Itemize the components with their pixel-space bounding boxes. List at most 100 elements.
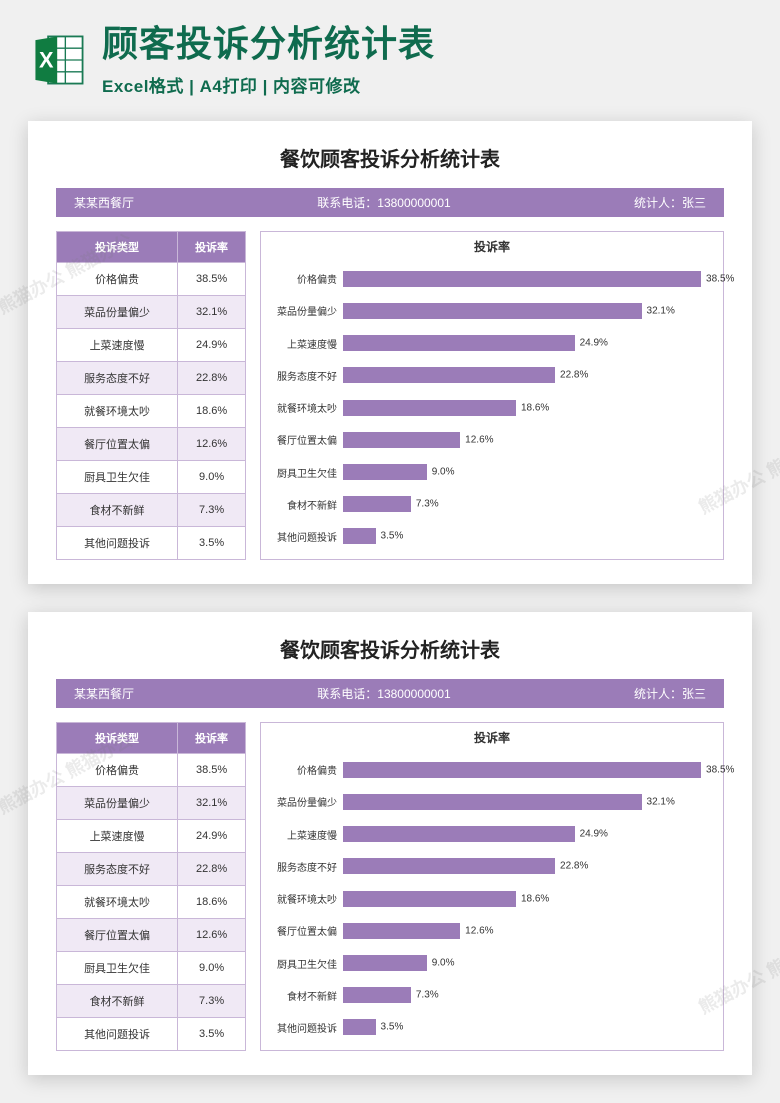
bar-row: 服务态度不好22.8% <box>269 359 715 391</box>
preview-page: 餐饮顾客投诉分析统计表 某某西餐厅 联系电话：13800000001 统计人：张… <box>28 121 752 584</box>
bar-category: 其他问题投诉 <box>269 529 343 544</box>
bar-row: 厨具卫生欠佳 9.0% <box>269 947 715 979</box>
template-main-title: 顾客投诉分析统计表 <box>102 24 750 64</box>
bar-category: 就餐环境太吵 <box>269 891 343 906</box>
table-row: 食材不新鲜7.3% <box>57 493 246 526</box>
bar-track: 24.9% <box>343 826 715 842</box>
stat-person: 统计人：张三 <box>634 685 706 702</box>
bar-row: 服务态度不好22.8% <box>269 850 715 882</box>
table-row: 厨具卫生欠佳9.0% <box>57 951 246 984</box>
bar-track: 32.1% <box>343 794 715 810</box>
th-rate: 投诉率 <box>178 722 246 753</box>
bar-value: 9.0% <box>432 958 455 969</box>
complaint-table: 投诉类型 投诉率 价格偏贵38.5%菜品份量偏少32.1%上菜速度慢24.9%服… <box>56 722 246 1051</box>
bar-category: 菜品份量偏少 <box>269 303 343 318</box>
bar-fill <box>343 923 460 939</box>
bar-fill <box>343 858 555 874</box>
bar-track: 9.0% <box>343 464 715 480</box>
bar-row: 厨具卫生欠佳9.0% <box>269 456 715 488</box>
cell-type: 餐厅位置太偏 <box>57 918 178 951</box>
bar-category: 餐厅位置太偏 <box>269 923 343 938</box>
phone: 联系电话：13800000001 <box>317 194 450 211</box>
cell-type: 就餐环境太吵 <box>57 885 178 918</box>
bar-fill <box>343 826 575 842</box>
bar-track: 7.3% <box>343 987 715 1003</box>
bar-track: 9.0% <box>343 955 715 971</box>
bar-value: 22.8% <box>560 370 588 381</box>
bar-category: 食材不新鲜 <box>269 988 343 1003</box>
bar-value: 12.6% <box>465 434 493 445</box>
cell-rate: 12.6% <box>178 427 246 460</box>
cell-type: 价格偏贵 <box>57 262 178 295</box>
bar-fill <box>343 271 701 287</box>
table-row: 服务态度不好22.8% <box>57 361 246 394</box>
bar-value: 18.6% <box>521 402 549 413</box>
cell-type: 服务态度不好 <box>57 361 178 394</box>
table-row: 食材不新鲜7.3% <box>57 984 246 1017</box>
chart-title: 投诉率 <box>269 238 715 255</box>
bar-track: 38.5% <box>343 271 715 287</box>
bar-category: 上菜速度慢 <box>269 827 343 842</box>
bar-row: 就餐环境太吵 18.6% <box>269 883 715 915</box>
bar-track: 18.6% <box>343 891 715 907</box>
bar-value: 32.1% <box>647 305 675 316</box>
bar-category: 就餐环境太吵 <box>269 400 343 415</box>
restaurant-name: 某某西餐厅 <box>74 194 134 211</box>
bar-row: 其他问题投诉3.5% <box>269 521 715 553</box>
bar-category: 其他问题投诉 <box>269 1020 343 1035</box>
bar-category: 厨具卫生欠佳 <box>269 465 343 480</box>
cell-type: 其他问题投诉 <box>57 526 178 559</box>
table-row: 价格偏贵38.5% <box>57 262 246 295</box>
bar-category: 价格偏贵 <box>269 271 343 286</box>
bar-category: 食材不新鲜 <box>269 497 343 512</box>
doc-title: 餐饮顾客投诉分析统计表 <box>56 143 724 172</box>
complaint-chart: 投诉率 价格偏贵38.5%菜品份量偏少32.1%上菜速度慢24.9%服务态度不好… <box>260 231 724 560</box>
bar-fill <box>343 1019 376 1035</box>
bar-fill <box>343 955 427 971</box>
cell-rate: 24.9% <box>178 328 246 361</box>
svg-text:X: X <box>39 48 54 73</box>
cell-type: 服务态度不好 <box>57 852 178 885</box>
cell-rate: 9.0% <box>178 951 246 984</box>
cell-rate: 12.6% <box>178 918 246 951</box>
template-header: X 顾客投诉分析统计表 Excel格式 | A4打印 | 内容可修改 <box>0 0 780 107</box>
cell-rate: 38.5% <box>178 753 246 786</box>
bar-fill <box>343 303 642 319</box>
cell-rate: 18.6% <box>178 885 246 918</box>
bar-track: 7.3% <box>343 496 715 512</box>
cell-type: 价格偏贵 <box>57 753 178 786</box>
bar-category: 菜品份量偏少 <box>269 794 343 809</box>
table-row: 菜品份量偏少32.1% <box>57 295 246 328</box>
cell-rate: 32.1% <box>178 786 246 819</box>
table-row: 服务态度不好22.8% <box>57 852 246 885</box>
cell-type: 厨具卫生欠佳 <box>57 460 178 493</box>
page-stack: 餐饮顾客投诉分析统计表 某某西餐厅 联系电话：13800000001 统计人：张… <box>0 107 780 1103</box>
bar-fill <box>343 987 411 1003</box>
cell-type: 厨具卫生欠佳 <box>57 951 178 984</box>
bar-value: 22.8% <box>560 861 588 872</box>
bar-row: 食材不新鲜 7.3% <box>269 488 715 520</box>
info-bar: 某某西餐厅 联系电话：13800000001 统计人：张三 <box>56 679 724 708</box>
bar-value: 7.3% <box>416 990 439 1001</box>
bar-category: 价格偏贵 <box>269 762 343 777</box>
bar-fill <box>343 464 427 480</box>
bar-track: 38.5% <box>343 762 715 778</box>
cell-type: 食材不新鲜 <box>57 493 178 526</box>
bar-category: 厨具卫生欠佳 <box>269 956 343 971</box>
excel-icon: X <box>30 31 88 89</box>
bar-row: 价格偏贵38.5% <box>269 754 715 786</box>
bar-value: 38.5% <box>706 273 734 284</box>
bar-row: 菜品份量偏少32.1% <box>269 786 715 818</box>
bar-value: 18.6% <box>521 893 549 904</box>
bar-value: 12.6% <box>465 925 493 936</box>
bar-row: 上菜速度慢24.9% <box>269 818 715 850</box>
cell-type: 上菜速度慢 <box>57 819 178 852</box>
th-type: 投诉类型 <box>57 231 178 262</box>
bar-value: 24.9% <box>580 338 608 349</box>
bar-fill <box>343 762 701 778</box>
bar-value: 7.3% <box>416 499 439 510</box>
bar-track: 24.9% <box>343 335 715 351</box>
complaint-chart: 投诉率 价格偏贵38.5%菜品份量偏少32.1%上菜速度慢24.9%服务态度不好… <box>260 722 724 1051</box>
table-row: 就餐环境太吵18.6% <box>57 885 246 918</box>
table-row: 其他问题投诉3.5% <box>57 1017 246 1050</box>
